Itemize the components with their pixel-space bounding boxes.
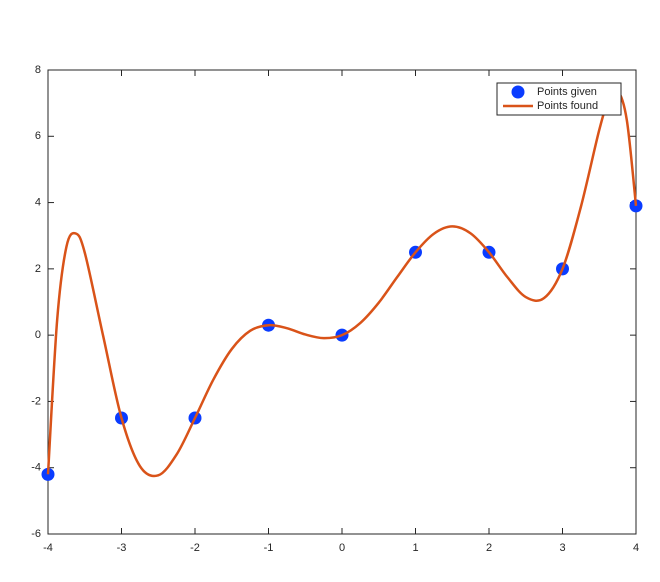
x-tick-label: -3	[117, 542, 127, 554]
x-tick-label: 4	[633, 542, 639, 554]
x-tick-label: 1	[412, 542, 418, 554]
y-tick-label: -2	[31, 395, 41, 407]
x-tick-label: 3	[559, 542, 565, 554]
legend-marker	[511, 85, 525, 99]
y-tick-label: 4	[35, 196, 41, 208]
x-tick-label: -4	[43, 542, 53, 554]
y-tick-label: 0	[35, 329, 41, 341]
x-tick-label: 2	[486, 542, 492, 554]
legend: Points given Points found	[496, 82, 622, 116]
y-tick-label: 2	[35, 263, 41, 275]
y-tick-label: 8	[35, 64, 41, 76]
x-tick-label: -1	[264, 542, 274, 554]
x-tick-label: 0	[339, 542, 345, 554]
legend-label: Points given	[537, 86, 597, 98]
legend-label: Points found	[537, 100, 598, 112]
y-tick-label: -4	[31, 462, 41, 474]
y-tick-label: 6	[35, 130, 41, 142]
y-tick-label: -6	[31, 528, 41, 540]
plot-area	[47, 69, 637, 535]
data-line	[46, 88, 638, 478]
x-tick-label: -2	[190, 542, 200, 554]
